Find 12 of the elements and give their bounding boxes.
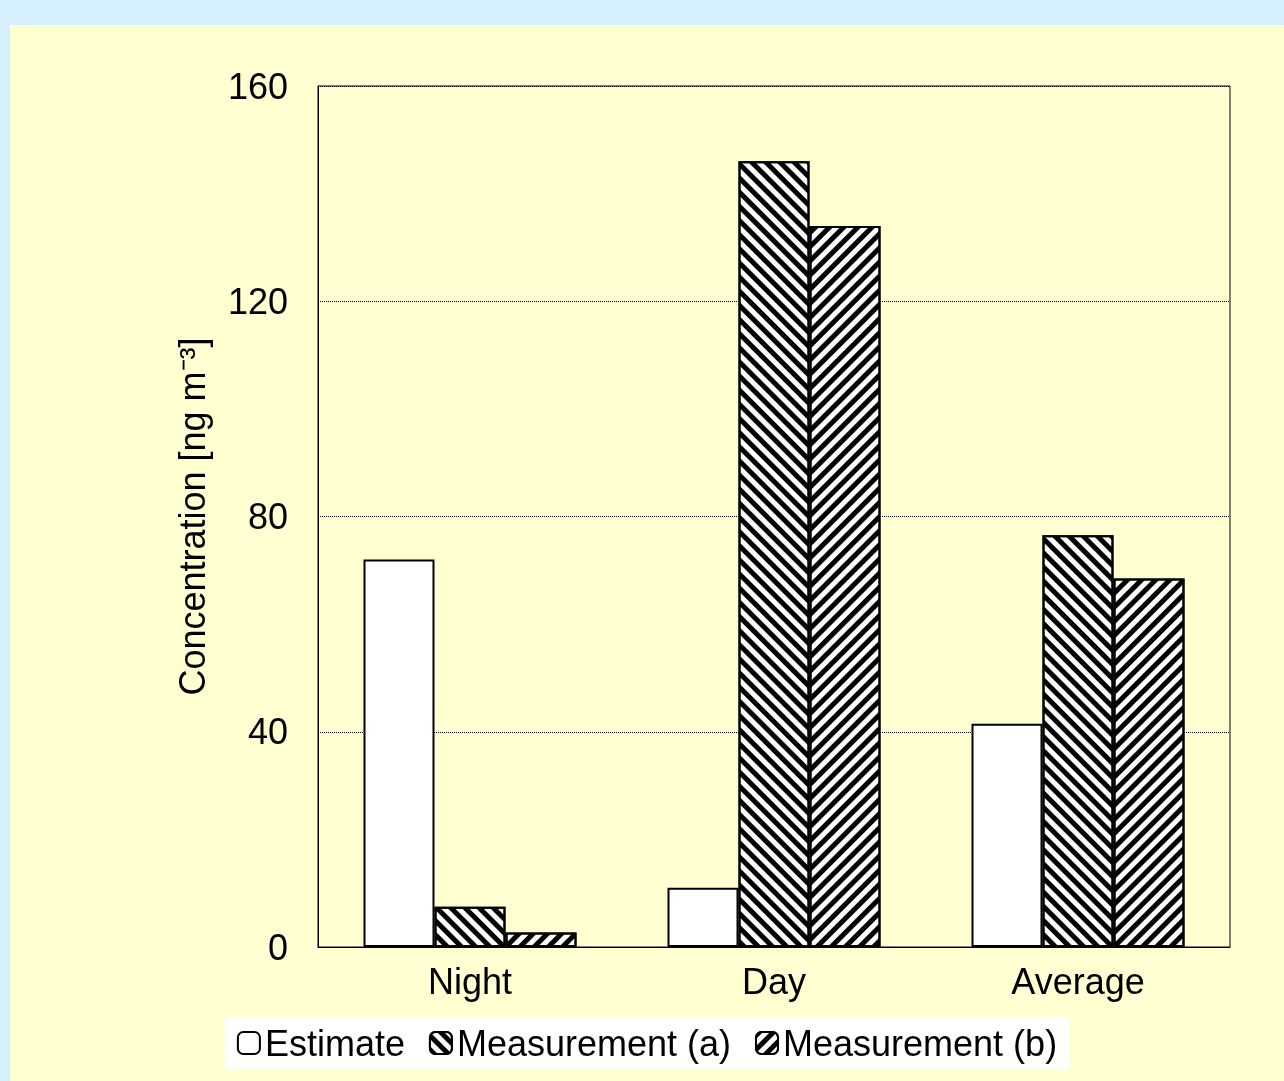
y-tick-label: 80	[247, 496, 288, 537]
x-tick-label: Average	[1011, 960, 1145, 1002]
y-tick-label: 0	[267, 926, 288, 968]
legend-label: Measurement (a)	[456, 1022, 732, 1064]
x-tick-label: Day	[741, 960, 807, 1002]
y-tick-label: 120	[227, 280, 288, 322]
x-tick-label: Night	[427, 960, 513, 1002]
legend-label: Measurement (b)	[783, 1022, 1058, 1064]
y-axis-title: Concentration [ng m⁻³]	[171, 337, 213, 696]
y-tick-label: 160	[227, 65, 288, 107]
y-tick-label: 40	[247, 711, 288, 753]
legend-label: Estimate	[264, 1022, 405, 1064]
